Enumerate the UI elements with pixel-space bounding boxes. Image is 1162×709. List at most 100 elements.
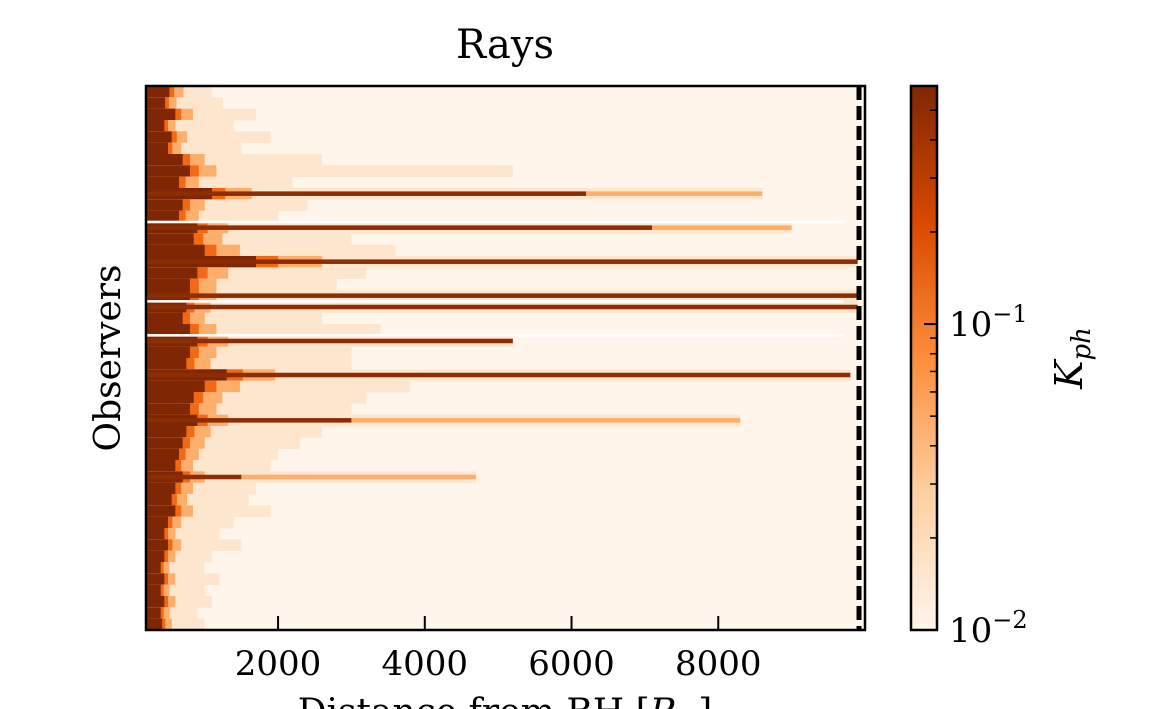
ray-row — [146, 539, 242, 552]
ray-row — [146, 120, 235, 132]
ray-row — [146, 460, 271, 472]
ray-strong-tail — [351, 418, 741, 423]
colorbar-tick-label: 10−2 — [949, 606, 1028, 651]
ray-tail — [146, 142, 242, 155]
ray-core — [146, 346, 191, 359]
ray-core — [146, 550, 165, 563]
ray-row — [146, 97, 224, 110]
ray-row — [146, 392, 367, 404]
ray-tail — [146, 516, 235, 529]
ray-core — [146, 199, 183, 212]
ray-core — [146, 86, 170, 98]
x-tick-label: 4000 — [382, 644, 469, 684]
ray-row — [146, 448, 279, 461]
ray-row — [146, 233, 352, 246]
ray-tail — [146, 380, 411, 393]
ray-tail — [146, 154, 323, 166]
ray-row — [146, 494, 249, 506]
y-axis-label: Observers — [88, 265, 129, 452]
colorbar-tick-label: 10−1 — [949, 300, 1028, 345]
ray-row — [146, 403, 352, 416]
ray-tail — [146, 108, 257, 121]
ray-core — [146, 358, 187, 370]
ray-tail — [146, 244, 396, 257]
x-axis-ticks: 2000 4000 6000 8000 — [235, 616, 762, 684]
ray-row — [146, 346, 352, 359]
ray-row — [146, 108, 257, 121]
ray-strong-line — [146, 259, 858, 264]
ray-tail — [146, 528, 220, 540]
ray-tail — [146, 550, 213, 563]
ray-row — [146, 244, 396, 257]
x-tick-label: 2000 — [235, 644, 322, 684]
ray-gap-line — [146, 300, 844, 303]
ray-strong-line — [146, 338, 513, 344]
ray-row — [146, 154, 323, 166]
ray-tail — [146, 312, 323, 325]
chart-title: Rays — [456, 22, 554, 68]
ray-core — [146, 618, 163, 630]
ray-tail — [146, 562, 205, 574]
colorbar-label: Kph — [1047, 327, 1097, 390]
ray-core — [146, 131, 172, 144]
ray-core — [146, 403, 191, 416]
ray-core — [146, 142, 169, 155]
ray-row — [146, 142, 242, 155]
ray-row — [146, 290, 858, 302]
ray-core — [146, 596, 165, 608]
ray-row — [146, 199, 308, 212]
ray-row — [146, 584, 205, 597]
ray-core — [146, 505, 176, 518]
ray-tail — [146, 618, 205, 630]
ray-row — [146, 596, 213, 608]
colorbar-gradient — [909, 84, 939, 632]
ray-tail — [146, 233, 352, 246]
ray-strong-tail — [652, 225, 792, 230]
ray-row — [146, 618, 205, 630]
ray-core — [146, 97, 166, 110]
ray-core — [146, 584, 161, 597]
ray-tail — [146, 267, 367, 280]
x-axis-label-bracket-open: [ — [636, 692, 650, 709]
ray-strong-line — [146, 474, 242, 480]
ray-core — [146, 426, 187, 438]
ray-row — [146, 471, 477, 484]
ray-strong-line — [146, 225, 653, 230]
ray-core — [146, 312, 183, 325]
ray-tail — [146, 539, 242, 552]
ray-core — [146, 165, 191, 178]
x-axis-label-bracket-close: ] — [698, 692, 712, 709]
ray-strong-line — [146, 372, 851, 378]
ray-strong-tail — [586, 191, 763, 196]
ray-row — [146, 188, 763, 200]
ray-row — [146, 562, 205, 574]
ray-tail — [146, 210, 279, 223]
ray-row — [146, 222, 792, 234]
ray-row — [146, 528, 220, 540]
ray-row — [146, 358, 352, 370]
ray-row — [146, 426, 323, 438]
ray-strong-line — [146, 418, 352, 423]
ray-row — [146, 437, 301, 450]
ray-rows — [146, 86, 862, 630]
ray-row — [146, 210, 279, 223]
ray-tail — [146, 324, 381, 336]
ray-row — [146, 550, 213, 563]
ray-core — [146, 448, 180, 461]
ray-row — [146, 380, 411, 393]
plot-frame — [144, 84, 867, 632]
ray-strong-tail — [241, 474, 477, 480]
ray-core — [146, 244, 205, 257]
ray-row — [146, 324, 381, 336]
ray-tail — [146, 437, 301, 450]
ray-tail — [146, 97, 224, 110]
x-tick-label: 6000 — [528, 644, 615, 684]
ray-tail — [146, 199, 308, 212]
ray-core — [146, 437, 183, 450]
ray-gap-line — [146, 220, 844, 224]
ray-core — [146, 562, 161, 574]
colorbar-label-main: K — [1047, 358, 1091, 390]
ray-core — [146, 392, 194, 404]
ray-tail — [146, 403, 352, 416]
